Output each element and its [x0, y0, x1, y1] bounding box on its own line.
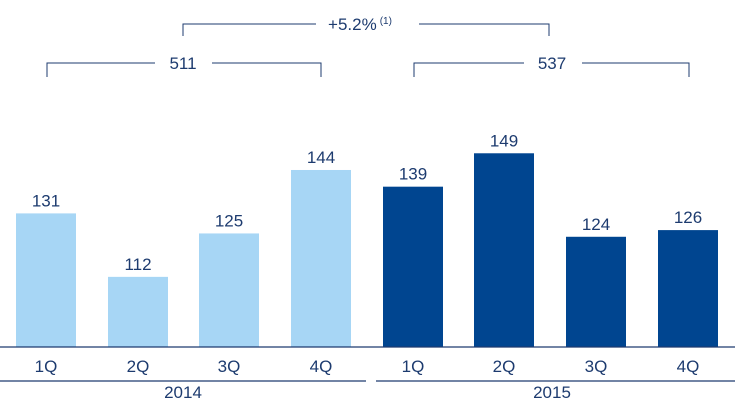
- value-labels-group: 131 112 125 144 139 149 124 126: [32, 131, 702, 274]
- value-label-2015-3Q: 124: [582, 215, 610, 234]
- tick-label-2015-2Q: 2Q: [493, 357, 516, 376]
- bar-2014-4Q: [291, 169, 351, 347]
- total-bracket-2015: 537: [413, 54, 690, 77]
- value-label-2014-4Q: 144: [307, 148, 335, 167]
- value-label-2015-4Q: 126: [674, 208, 702, 227]
- tick-labels-group: 1Q 2Q 3Q 4Q 1Q 2Q 3Q 4Q: [35, 357, 700, 376]
- total-2015-label: 537: [538, 54, 566, 73]
- value-label-2015-1Q: 139: [399, 165, 427, 184]
- year-label-2014: 2014: [164, 383, 202, 402]
- year-label-2015: 2015: [533, 383, 571, 402]
- bar-2014-1Q: [16, 213, 76, 347]
- tick-label-2014-2Q: 2Q: [127, 357, 150, 376]
- total-bracket-2014: 511: [46, 54, 322, 77]
- tick-label-2015-4Q: 4Q: [677, 357, 700, 376]
- bar-2015-2Q: [474, 153, 534, 347]
- bar-2015-4Q: [658, 230, 718, 347]
- total-bracket-2015-line: [413, 62, 690, 77]
- bars-group: [16, 153, 718, 347]
- bar-2015-3Q: [566, 236, 626, 347]
- tick-label-2014-1Q: 1Q: [35, 357, 58, 376]
- value-label-2014-2Q: 112: [124, 255, 151, 274]
- bar-2015-1Q: [383, 186, 443, 347]
- total-2014-label: 511: [169, 54, 196, 73]
- value-label-2014-3Q: 125: [215, 211, 243, 230]
- tick-label-2014-3Q: 3Q: [218, 357, 241, 376]
- growth-bracket: +5.2% (1): [182, 15, 550, 36]
- growth-bracket-line: [182, 23, 550, 36]
- tick-label-2015-1Q: 1Q: [402, 357, 425, 376]
- growth-label: +5.2% (1): [328, 15, 392, 34]
- bar-2014-3Q: [199, 233, 259, 347]
- tick-label-2015-3Q: 3Q: [585, 357, 608, 376]
- bar-2014-2Q: [108, 276, 168, 347]
- tick-label-2014-4Q: 4Q: [310, 357, 333, 376]
- value-label-2014-1Q: 131: [32, 191, 60, 210]
- total-bracket-2014-line: [46, 62, 322, 77]
- value-label-2015-2Q: 149: [490, 131, 518, 150]
